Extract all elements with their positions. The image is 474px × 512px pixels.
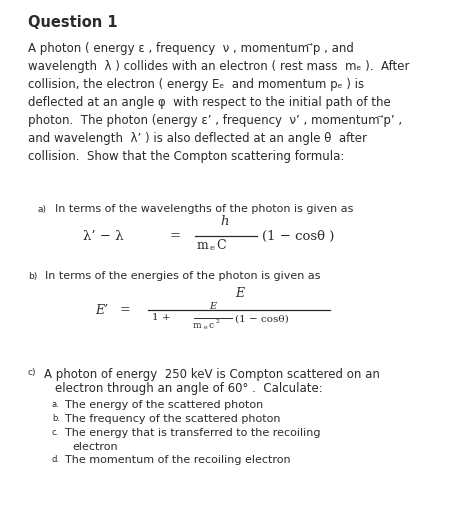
Text: E: E <box>210 302 217 311</box>
Text: m: m <box>197 239 209 252</box>
Text: The frequency of the scattered photon: The frequency of the scattered photon <box>65 414 281 424</box>
Text: A photon ( energy ε , frequency  ν , momentum ⃗p , and
wavelength  λ ) collides : A photon ( energy ε , frequency ν , mome… <box>28 42 410 163</box>
Text: d.: d. <box>52 455 60 464</box>
Text: In terms of the wavelengths of the photon is given as: In terms of the wavelengths of the photo… <box>55 204 354 214</box>
Text: =: = <box>170 229 181 243</box>
Text: A photon of energy  250 keV is Compton scattered on an: A photon of energy 250 keV is Compton sc… <box>44 368 380 381</box>
Text: C: C <box>216 239 226 252</box>
Text: a.: a. <box>52 400 60 409</box>
Text: b.: b. <box>52 414 60 423</box>
Text: =: = <box>120 304 131 316</box>
Text: 2: 2 <box>216 319 220 324</box>
Text: The momentum of the recoiling electron: The momentum of the recoiling electron <box>65 455 291 465</box>
Text: electron: electron <box>72 442 118 452</box>
Text: e: e <box>210 244 215 252</box>
Text: The energy that is transferred to the recoiling: The energy that is transferred to the re… <box>65 428 320 438</box>
Text: electron through an angle of 60° .  Calculate:: electron through an angle of 60° . Calcu… <box>55 382 323 395</box>
Text: E: E <box>236 287 245 300</box>
Text: m: m <box>193 321 201 330</box>
Text: e: e <box>204 325 208 330</box>
Text: In terms of the energies of the photon is given as: In terms of the energies of the photon i… <box>45 271 320 281</box>
Text: (1 − cosθ ): (1 − cosθ ) <box>262 229 334 243</box>
Text: a): a) <box>38 205 47 214</box>
Text: λ’ − λ: λ’ − λ <box>83 229 124 243</box>
Text: h: h <box>221 215 229 228</box>
Text: c): c) <box>28 368 36 377</box>
Text: Question 1: Question 1 <box>28 15 118 30</box>
Text: (1 − cosθ): (1 − cosθ) <box>235 315 289 324</box>
Text: b): b) <box>28 272 37 281</box>
Text: E’: E’ <box>95 304 108 316</box>
Text: 1 +: 1 + <box>152 313 171 322</box>
Text: c: c <box>209 321 214 330</box>
Text: The energy of the scattered photon: The energy of the scattered photon <box>65 400 263 410</box>
Text: c.: c. <box>52 428 59 437</box>
